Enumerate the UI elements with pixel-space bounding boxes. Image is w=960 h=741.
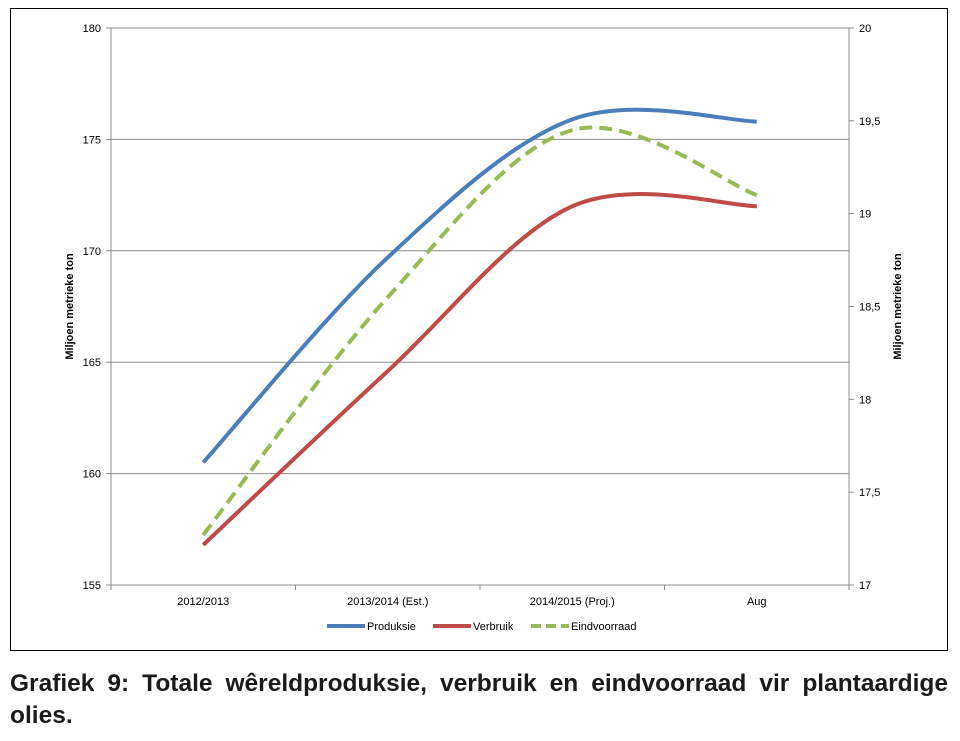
- right-tick-label: 18,5: [859, 302, 880, 314]
- series-line-eindvoorraad: [201, 125, 758, 537]
- left-tick-label: 160: [83, 469, 101, 481]
- right-tick-label: 19: [859, 209, 871, 221]
- gridlines: [106, 27, 854, 590]
- left-tick-label: 170: [83, 246, 101, 258]
- x-tick-label: Aug: [747, 596, 767, 608]
- right-tick-label: 18: [859, 394, 871, 406]
- series-line-verbruik: [201, 192, 757, 547]
- left-tick-label: 165: [83, 357, 101, 369]
- legend-label-produksie: Produksie: [367, 621, 416, 633]
- x-tick-label: 2013/2014 (Est.): [347, 596, 428, 608]
- right-tick-label: 17,5: [859, 487, 880, 499]
- right-axis-title: Miljoen metrieke ton: [892, 253, 904, 360]
- legend: Produksie Verbruik Eindvoorraad: [327, 621, 636, 633]
- x-tick-label: 2012/2013: [177, 596, 229, 608]
- left-tick-label: 155: [83, 580, 101, 592]
- legend-label-eindvoorraad: Eindvoorraad: [571, 621, 636, 633]
- left-axis-ticks: 155 160 165 170 175 180: [83, 23, 101, 592]
- right-axis-ticks: 17 17,5 18 18,5 19 19,5 20: [859, 23, 880, 592]
- right-tick-label: 20: [859, 23, 871, 35]
- series-lines: [201, 107, 758, 547]
- left-axis-title: Miljoen metrieke ton: [64, 253, 76, 360]
- chart-frame: 155 160 165 170 175 180 17 17,5 18 18,5 19 19,5 20 …: [10, 8, 948, 651]
- left-tick-label: 175: [83, 134, 101, 146]
- right-tick-label: 19,5: [859, 116, 880, 128]
- figure-caption: Grafiek 9: Totale wêreldproduksie, verbr…: [10, 670, 948, 729]
- x-axis-ticks: 2012/2013 2013/2014 (Est.) 2014/2015 (Proj…: [177, 596, 766, 608]
- legend-label-verbruik: Verbruik: [473, 621, 514, 633]
- left-tick-label: 180: [83, 23, 101, 35]
- series-line-produksie: [201, 107, 757, 464]
- x-tick-label: 2014/2015 (Proj.): [530, 596, 615, 608]
- right-tick-label: 17: [859, 580, 871, 592]
